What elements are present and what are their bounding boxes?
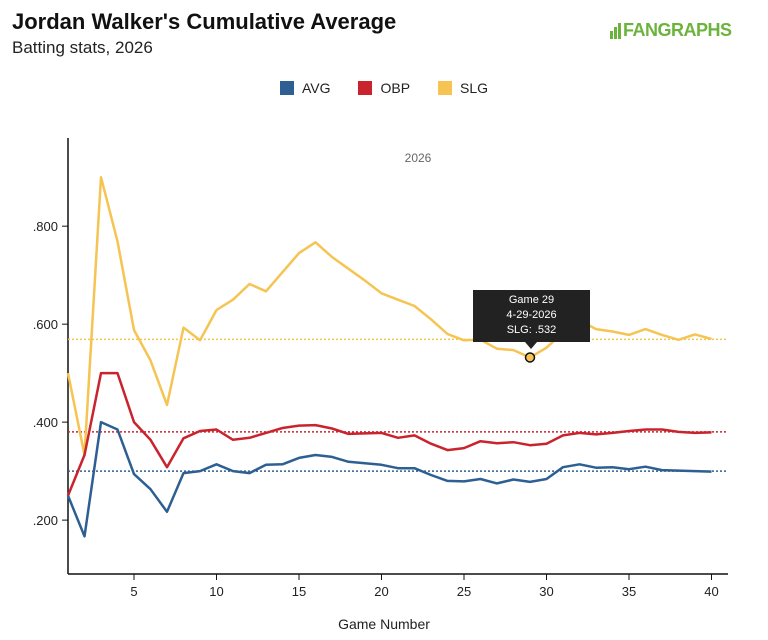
series-line-slg bbox=[66, 175, 712, 457]
tooltip-game: Game 29 bbox=[508, 294, 555, 306]
fangraphs-logo-icon bbox=[610, 22, 621, 39]
x-tick-label: 25 bbox=[457, 584, 471, 599]
legend-item-avg[interactable]: AVG bbox=[279, 80, 331, 96]
fangraphs-logo-text: FANGRAPHS bbox=[623, 20, 732, 40]
x-tick-label: 5 bbox=[130, 584, 137, 599]
chart-legend: AVG OBP SLG bbox=[0, 80, 768, 96]
fangraphs-logo[interactable]: FANGRAPHS bbox=[610, 20, 732, 41]
y-tick-label: .600 bbox=[33, 317, 58, 332]
tooltip-date: 4-29-2026 bbox=[506, 309, 557, 321]
series-line-obp bbox=[66, 371, 712, 497]
y-tick-label: .200 bbox=[33, 513, 58, 528]
x-axis-label: Game Number bbox=[338, 616, 430, 632]
x-tick-label: 20 bbox=[374, 584, 388, 599]
legend-swatch-avg bbox=[279, 81, 294, 95]
legend-item-slg[interactable]: SLG bbox=[438, 80, 488, 96]
data-tooltip: Game 29 4-29-2026 SLG: .532 bbox=[473, 290, 590, 349]
x-tick-label: 30 bbox=[539, 584, 553, 599]
x-tick-label: 40 bbox=[704, 584, 718, 599]
x-tick-label: 15 bbox=[292, 584, 306, 599]
y-tick-label: .800 bbox=[33, 219, 58, 234]
x-tick-label: 35 bbox=[622, 584, 636, 599]
y-tick-label: .400 bbox=[33, 415, 58, 430]
series-line-avg bbox=[66, 420, 712, 538]
legend-item-obp[interactable]: OBP bbox=[358, 80, 410, 96]
legend-label-obp: OBP bbox=[380, 80, 411, 96]
highlight-point bbox=[524, 352, 536, 363]
legend-label-slg: SLG bbox=[460, 80, 489, 96]
x-tick-label: 10 bbox=[209, 584, 223, 599]
legend-swatch-slg bbox=[438, 81, 453, 95]
chart-title: Jordan Walker's Cumulative Average bbox=[12, 9, 397, 34]
chart-subtitle: Batting stats, 2026 bbox=[12, 38, 153, 57]
legend-label-avg: AVG bbox=[301, 80, 331, 96]
year-annotation: 2026 bbox=[405, 151, 432, 165]
tooltip-value: SLG: .532 bbox=[506, 324, 557, 336]
legend-swatch-obp bbox=[358, 81, 373, 95]
